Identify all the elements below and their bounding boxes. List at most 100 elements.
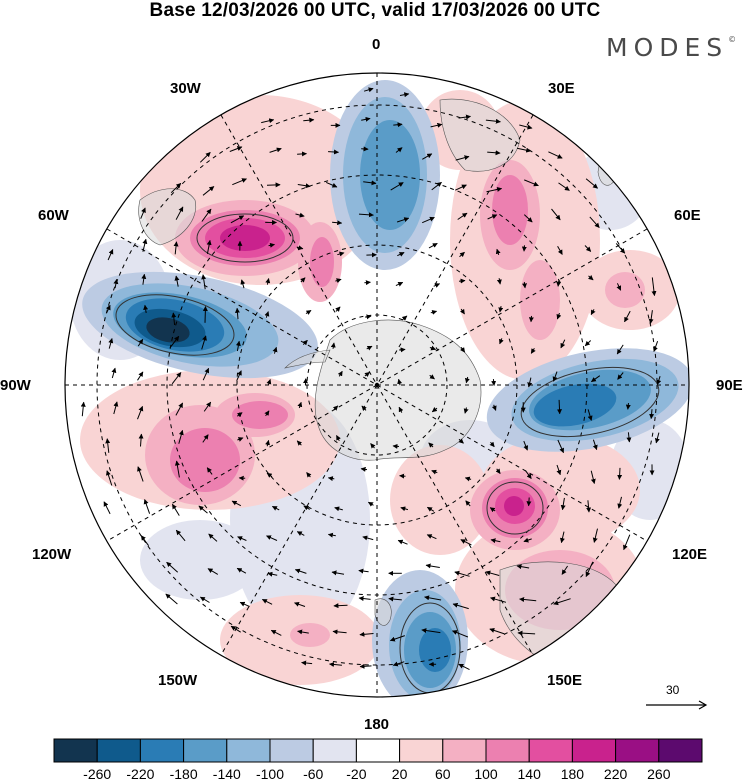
- wind-vector: [617, 467, 623, 480]
- colorbar-tick-label: -220: [126, 766, 155, 782]
- wind-vector: [399, 473, 406, 479]
- reference-vector-label: 30: [666, 683, 680, 697]
- wind-vector: [401, 315, 408, 321]
- wind-vector: [106, 470, 113, 486]
- wind-vector: [206, 239, 212, 254]
- colorbar-tick-label: -60: [303, 766, 324, 782]
- wind-vector: [557, 245, 563, 255]
- wind-vector: [140, 207, 146, 219]
- wind-vector: [393, 122, 403, 128]
- wind-vector: [335, 278, 342, 284]
- wind-vector: [458, 438, 464, 444]
- colorbar-tick-label: -260: [83, 766, 112, 782]
- wind-vector: [649, 409, 655, 419]
- wind-vector: [331, 570, 345, 576]
- colorbar-tick-label: 260: [647, 766, 671, 782]
- wind-vector: [366, 345, 373, 351]
- wind-vector: [140, 535, 150, 546]
- wind-vector: [395, 281, 404, 287]
- wind-vector: [240, 279, 246, 289]
- antarctic-peninsula: [284, 349, 331, 369]
- wind-vector: [297, 183, 311, 189]
- wind-vector: [485, 118, 501, 124]
- colorbar-tick-label: -140: [212, 766, 241, 782]
- wind-vector: [457, 212, 468, 220]
- wind-vector: [426, 506, 435, 512]
- wind-vector: [201, 274, 207, 290]
- wind-vector: [428, 242, 438, 249]
- wind-vector: [617, 372, 624, 380]
- wind-vector: [333, 603, 348, 609]
- wind-vector: [588, 275, 594, 281]
- wind-vector: [297, 401, 303, 409]
- wind-vector: [524, 470, 532, 480]
- wind-vector: [524, 179, 539, 187]
- wind-vector: [303, 505, 310, 511]
- wind-vector: [232, 178, 247, 186]
- wind-vector: [530, 348, 536, 354]
- wind-vector: [202, 367, 210, 381]
- wind-vector: [105, 304, 111, 314]
- wind-vector: [485, 570, 500, 576]
- wind-vector: [171, 372, 182, 385]
- wind-vector: [230, 215, 245, 224]
- wind-vector: [239, 601, 250, 608]
- wind-vector: [463, 407, 469, 414]
- wind-vector: [590, 470, 596, 484]
- wind-vector: [556, 464, 562, 476]
- lon-label-180: 180: [364, 716, 390, 733]
- wind-vector: [455, 155, 470, 161]
- wind-vector: [558, 182, 570, 191]
- wind-vector: [332, 629, 347, 635]
- colorbar-swatch: [226, 738, 271, 763]
- wind-vector: [165, 593, 178, 605]
- wind-vector: [523, 214, 533, 223]
- wind-vector: [519, 596, 537, 602]
- wind-vector: [363, 180, 377, 186]
- wind-vector: [202, 434, 209, 443]
- wind-vector: [590, 375, 601, 383]
- wind-vector: [389, 635, 405, 642]
- wind-vector: [553, 598, 571, 606]
- wind-vector: [269, 147, 282, 153]
- colorbar-swatch: [269, 738, 314, 763]
- wind-vector: [296, 531, 305, 536]
- wind-vector: [586, 500, 592, 513]
- wind-vector: [328, 149, 339, 155]
- wind-vector: [521, 245, 527, 252]
- wind-vector: [206, 467, 213, 475]
- wind-vector: [552, 371, 558, 382]
- wind-vector: [271, 505, 280, 511]
- wind-vector: [397, 539, 408, 545]
- wind-vector: [653, 341, 659, 352]
- wind-vector: [175, 206, 184, 220]
- wind-vector: [424, 595, 442, 601]
- wind-vector: [370, 443, 376, 449]
- wind-vector: [489, 628, 505, 635]
- wind-vector: [332, 220, 343, 226]
- wind-vector: [296, 245, 304, 251]
- wind-vector: [268, 242, 275, 248]
- wind-vector: [266, 535, 278, 541]
- wind-vector: [388, 596, 402, 602]
- wind-vector: [336, 435, 341, 442]
- wind-vector: [337, 370, 343, 377]
- wind-vector: [141, 273, 147, 285]
- colorbar-tick-label: -100: [255, 766, 285, 782]
- wind-vector: [143, 499, 151, 514]
- lon-label-60e: 60E: [674, 207, 701, 224]
- wind-vector: [429, 345, 437, 351]
- wind-vector: [459, 308, 465, 315]
- wind-vector: [363, 87, 374, 93]
- wind-vector: [489, 441, 495, 448]
- wind-vector: [327, 476, 335, 482]
- wind-vector: [300, 277, 306, 283]
- wind-vector: [261, 118, 275, 124]
- colorbar-tick-label: 20: [391, 766, 408, 782]
- wind-vector: [202, 306, 208, 323]
- wind-vector: [395, 147, 403, 153]
- colorbar-tick-label: -20: [346, 766, 367, 782]
- wind-vector: [517, 630, 536, 636]
- modes-logo: MODES©: [606, 33, 737, 62]
- wind-vector: [296, 440, 303, 446]
